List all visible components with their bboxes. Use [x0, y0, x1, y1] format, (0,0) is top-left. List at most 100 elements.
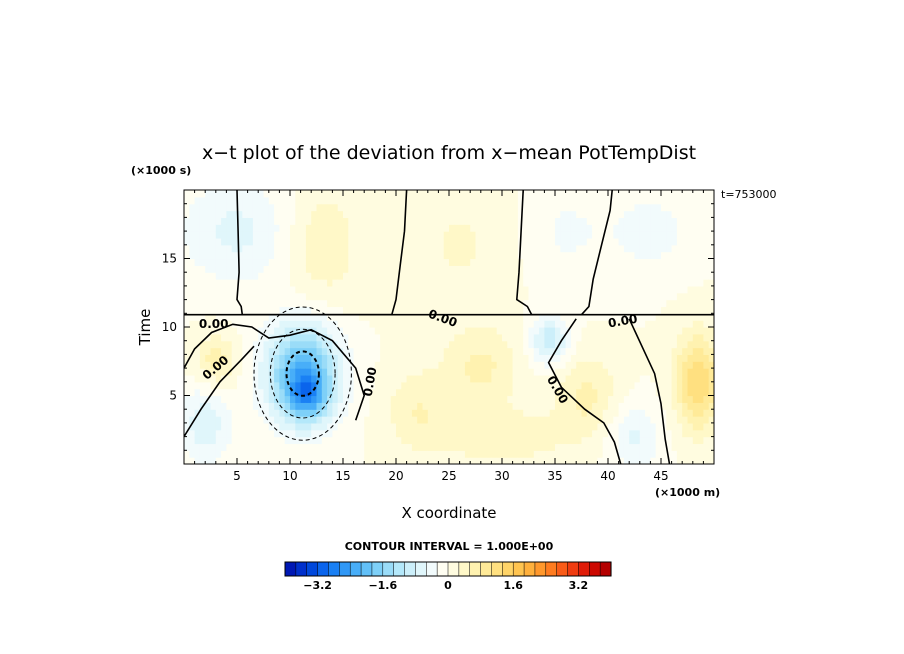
heatmap-cell [666, 210, 673, 218]
heatmap-cell [480, 231, 487, 239]
heatmap-cell [321, 272, 328, 280]
heatmap-cell [533, 258, 540, 266]
heatmap-cell [327, 347, 333, 355]
heatmap-cell [290, 388, 296, 397]
heatmap-cell [449, 354, 455, 362]
heatmap-cell [300, 251, 307, 260]
heatmap-cell [491, 265, 498, 273]
heatmap-cell [512, 388, 519, 397]
heatmap-cell [512, 450, 519, 458]
heatmap-cell [560, 210, 567, 218]
heatmap-cell [581, 340, 588, 349]
heatmap-cell [396, 429, 402, 438]
heatmap-cell [661, 292, 667, 301]
heatmap-cell [496, 292, 503, 301]
heatmap-cell [507, 395, 514, 403]
heatmap-cell [369, 395, 376, 403]
heatmap-cell [422, 450, 429, 458]
heatmap-cell [422, 272, 429, 280]
heatmap-cell [586, 320, 593, 328]
heatmap-cell [231, 340, 238, 349]
heatmap-cell [634, 244, 641, 253]
heatmap-cell [210, 265, 217, 273]
heatmap-cell [295, 224, 302, 232]
heatmap-cell [565, 381, 572, 390]
heatmap-cell [655, 443, 662, 451]
heatmap-cell [242, 244, 249, 253]
heatmap-cell [210, 340, 217, 349]
heatmap-cell [184, 237, 190, 246]
heatmap-cell [189, 333, 196, 342]
heatmap-cell [613, 237, 620, 246]
heatmap-cell [470, 333, 477, 342]
heatmap-cell [343, 251, 349, 260]
heatmap-cell [411, 409, 418, 417]
heatmap-cell [199, 381, 206, 390]
colorbar-swatch [349, 561, 362, 577]
heatmap-cell [496, 327, 503, 335]
heatmap-cell [337, 443, 344, 451]
heatmap-cell [549, 258, 556, 266]
heatmap-cell [221, 429, 227, 438]
heatmap-cell [358, 265, 365, 273]
heatmap-cell [666, 395, 673, 403]
heatmap-cell [692, 340, 699, 349]
heatmap-cell [449, 368, 455, 376]
heatmap-cell [502, 231, 508, 239]
heatmap-cell [597, 409, 604, 417]
heatmap-cell [496, 333, 503, 342]
heatmap-cell [268, 217, 275, 225]
heatmap-cell [671, 258, 678, 266]
heatmap-cell [496, 368, 503, 376]
heatmap-cell [274, 327, 280, 335]
heatmap-cell [629, 416, 636, 424]
heatmap-cell [570, 409, 577, 417]
heatmap-cell [406, 203, 413, 212]
heatmap-cell [290, 292, 296, 301]
colorbar-ticks: −3.2 −1.6 0 1.6 3.2 [303, 579, 588, 592]
heatmap-cell [581, 388, 588, 397]
heatmap-cell [252, 381, 259, 390]
heatmap-cell [300, 292, 307, 301]
heatmap-cell [263, 231, 270, 239]
heatmap-cell [401, 320, 408, 328]
heatmap-cell [676, 244, 683, 253]
heatmap-cell [295, 361, 302, 369]
heatmap-cell [517, 251, 524, 260]
heatmap-cell [592, 190, 598, 198]
heatmap-cell [449, 217, 455, 225]
heatmap-cell [592, 237, 598, 246]
heatmap-cell [517, 416, 524, 424]
heatmap-cell [311, 306, 318, 314]
heatmap-cell [305, 306, 312, 314]
heatmap-cell [539, 299, 545, 308]
heatmap-cell [311, 361, 318, 369]
heatmap-cell [348, 237, 355, 246]
heatmap-cell [645, 244, 651, 253]
heatmap-cell [645, 217, 651, 225]
heatmap-cell [581, 361, 588, 369]
heatmap-cell [555, 251, 561, 260]
heatmap-cell [581, 244, 588, 253]
heatmap-cell [549, 422, 556, 431]
heatmap-cell [528, 340, 535, 349]
heatmap-cell [210, 368, 217, 376]
heatmap-cell [629, 340, 636, 349]
heatmap-cell [215, 368, 222, 376]
heatmap-cell [374, 279, 381, 287]
heatmap-cell [279, 368, 286, 376]
heatmap-cell [623, 237, 630, 246]
heatmap-cell [666, 217, 673, 225]
heatmap-cell [661, 251, 667, 260]
heatmap-cell [417, 244, 424, 253]
heatmap-cell [184, 402, 190, 410]
heatmap-cell [417, 258, 424, 266]
heatmap-cell [189, 231, 196, 239]
heatmap-cell [708, 368, 714, 376]
heatmap-cell [671, 429, 678, 438]
heatmap-cell [274, 244, 280, 253]
heatmap-cell [215, 237, 222, 246]
heatmap-cell [316, 217, 323, 225]
heatmap-cell [470, 402, 477, 410]
heatmap-cell [385, 374, 392, 383]
